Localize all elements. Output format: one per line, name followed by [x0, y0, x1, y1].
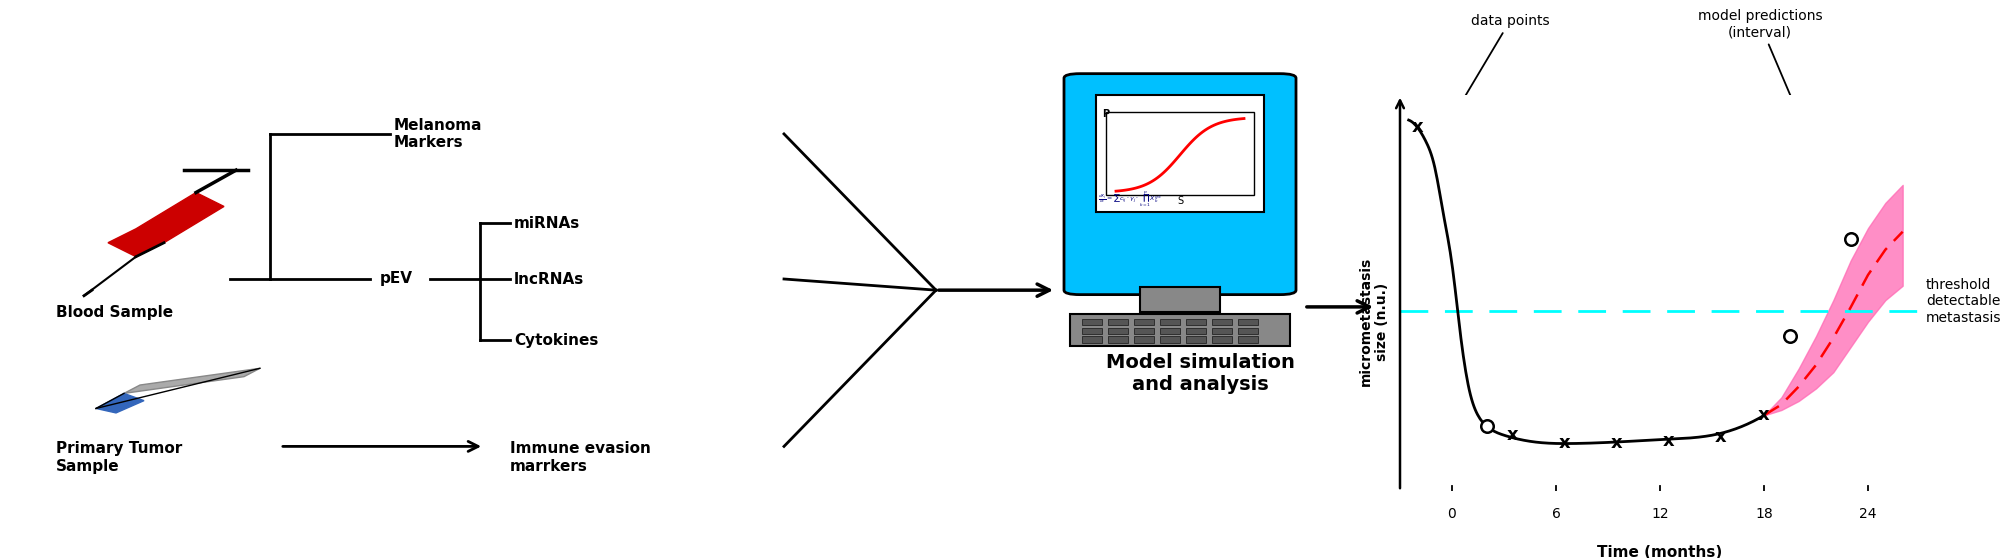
Text: 0: 0 — [1448, 507, 1456, 521]
Text: x: x — [1662, 432, 1674, 450]
Text: micrometastasis
size (n.u.): micrometastasis size (n.u.) — [1358, 257, 1390, 386]
Text: x: x — [1558, 434, 1570, 452]
Bar — [1106, 112, 1254, 195]
Bar — [1082, 336, 1102, 343]
Bar — [1108, 319, 1128, 325]
Bar — [1082, 319, 1102, 325]
Text: pEV: pEV — [380, 272, 414, 286]
Polygon shape — [96, 393, 144, 413]
Bar — [1140, 287, 1220, 312]
Text: x: x — [1610, 434, 1622, 452]
Text: S: S — [1176, 196, 1184, 206]
Text: miRNAs: miRNAs — [514, 216, 580, 230]
Bar — [1134, 336, 1154, 343]
Text: P: P — [1102, 109, 1110, 119]
Text: threshold
detectable
metastasis: threshold detectable metastasis — [1926, 278, 2000, 325]
Bar — [1238, 319, 1258, 325]
Bar — [1096, 95, 1264, 212]
Text: x: x — [1412, 118, 1424, 136]
Bar — [1186, 328, 1206, 334]
Bar — [1108, 328, 1128, 334]
Text: Cytokines: Cytokines — [514, 333, 598, 348]
Text: x: x — [1506, 426, 1518, 444]
Text: $\frac{dX_i}{dt}=\sum c_{ij}\cdot\gamma_j\cdot\prod_{k=1}^{p}X_k^{g_{ik}}$: $\frac{dX_i}{dt}=\sum c_{ij}\cdot\gamma_… — [1098, 189, 1162, 209]
Bar — [1212, 328, 1232, 334]
Text: 24: 24 — [1860, 507, 1876, 521]
Text: Primary Tumor
Sample: Primary Tumor Sample — [56, 441, 182, 474]
Bar — [1108, 336, 1128, 343]
Bar — [1160, 319, 1180, 325]
Bar — [1160, 328, 1180, 334]
Bar — [1134, 319, 1154, 325]
Bar — [1212, 319, 1232, 325]
Text: model predictions
(interval): model predictions (interval) — [1698, 9, 1838, 209]
Text: 18: 18 — [1756, 507, 1772, 521]
Bar — [1212, 336, 1232, 343]
Polygon shape — [124, 368, 260, 393]
Polygon shape — [108, 193, 224, 257]
Text: Model simulation
and analysis: Model simulation and analysis — [1106, 353, 1294, 395]
Bar — [1134, 328, 1154, 334]
Bar — [1186, 336, 1206, 343]
Bar — [1082, 328, 1102, 334]
Text: data points: data points — [1438, 14, 1550, 143]
FancyBboxPatch shape — [1064, 74, 1296, 295]
Text: 6: 6 — [1552, 507, 1560, 521]
Bar — [1160, 336, 1180, 343]
Bar — [1238, 328, 1258, 334]
Text: lncRNAs: lncRNAs — [514, 272, 584, 286]
Text: 12: 12 — [1652, 507, 1668, 521]
Text: Time (months): Time (months) — [1598, 545, 1722, 558]
Bar — [1186, 319, 1206, 325]
Text: x: x — [1758, 406, 1770, 425]
Text: Immune evasion
marrkers: Immune evasion marrkers — [510, 441, 650, 474]
Bar — [1070, 314, 1290, 346]
Bar — [1238, 336, 1258, 343]
Text: x: x — [1714, 428, 1726, 446]
Text: Melanoma
Markers: Melanoma Markers — [394, 118, 482, 150]
Text: Blood Sample: Blood Sample — [56, 305, 174, 320]
